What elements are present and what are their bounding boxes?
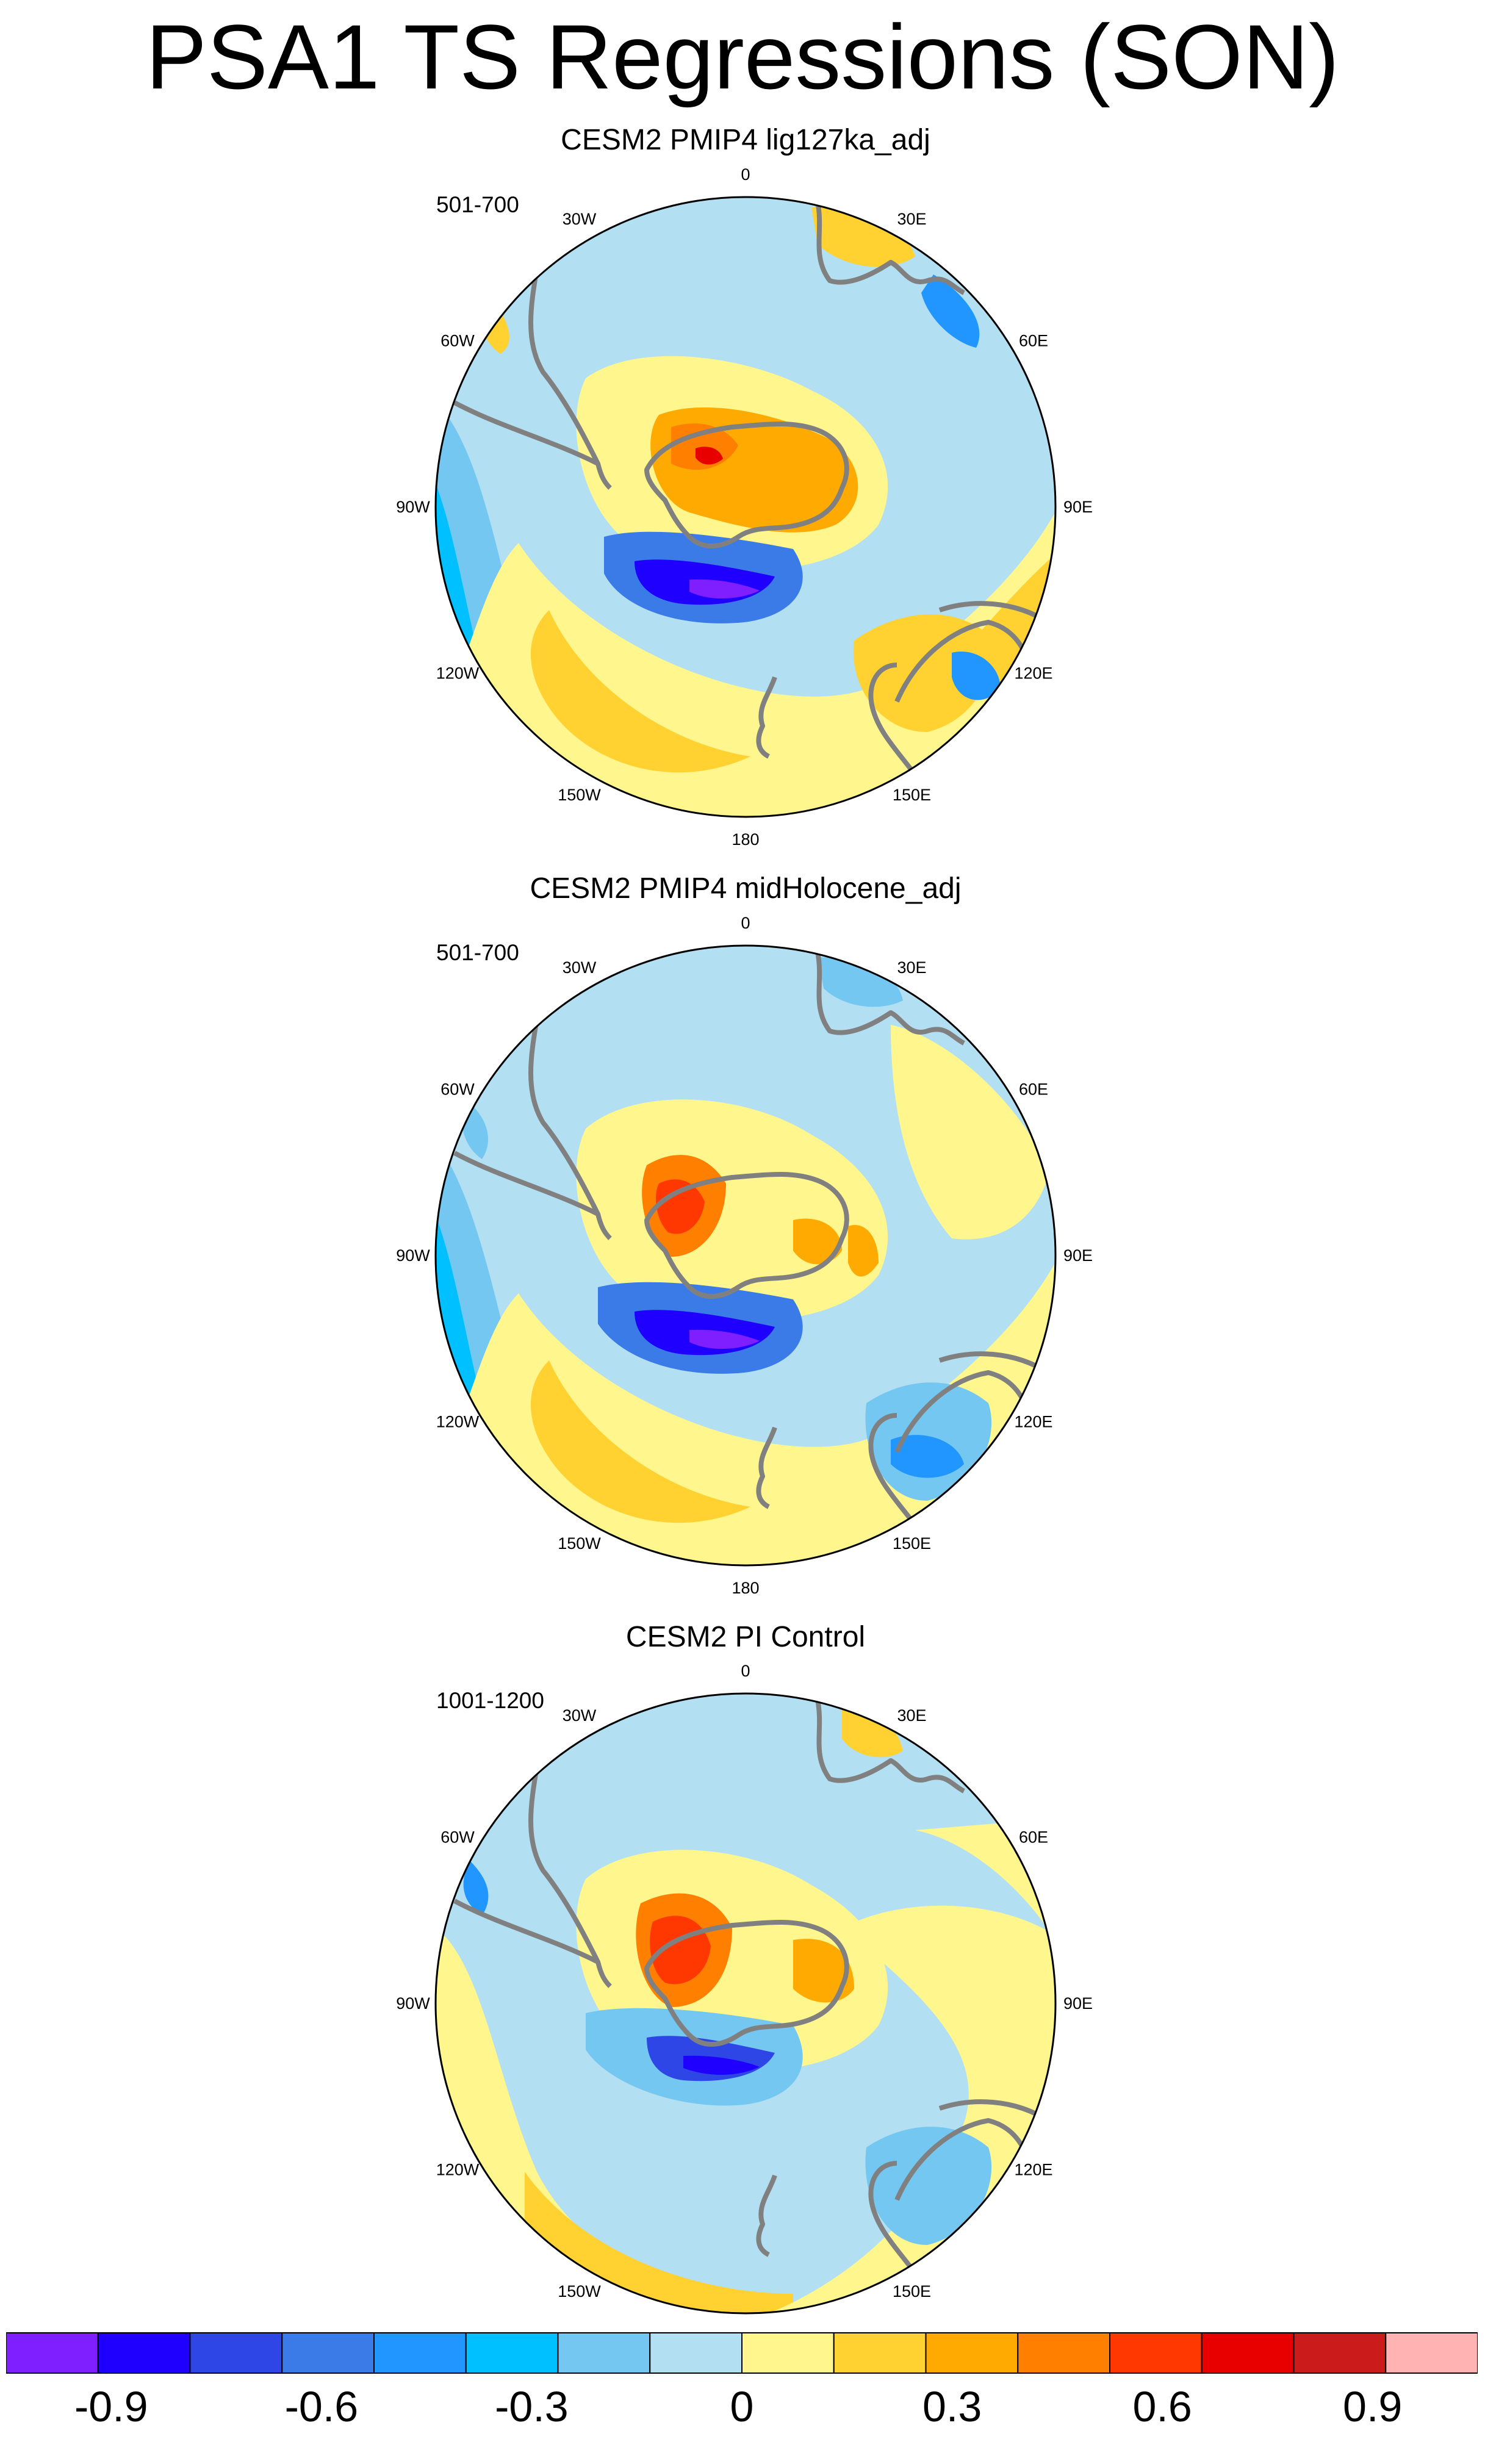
longitude-label: 30E	[897, 1706, 926, 1725]
panel-pi-control: CESM2 PI Control 1001-1200	[434, 1621, 1057, 2315]
coastlines	[453, 201, 1038, 791]
longitude-label: 120E	[1014, 1413, 1052, 1431]
colorbar-box	[97, 2332, 191, 2374]
longitude-label: 150W	[558, 2282, 601, 2301]
longitude-label: 60E	[1019, 1828, 1048, 1847]
colorbar-box	[465, 2332, 559, 2374]
panel-lig127ka: CESM2 PMIP4 lig127ka_adj 501-700	[434, 124, 1057, 818]
colorbar-box	[833, 2332, 927, 2374]
longitude-label: 30W	[563, 1706, 597, 1725]
longitude-label: 180	[732, 830, 759, 849]
colorbar-box	[373, 2332, 467, 2374]
colorbar-box	[1109, 2332, 1203, 2374]
longitude-label: 0	[741, 1662, 750, 1680]
colorbar-box	[6, 2332, 99, 2374]
longitude-label: 120W	[436, 664, 480, 683]
colorbar-tick-label: -0.9	[74, 2383, 148, 2430]
longitude-label: 90W	[396, 498, 430, 516]
longitude-label: 60W	[440, 1828, 475, 1847]
longitude-label: 90E	[1063, 498, 1093, 516]
map-panels: CESM2 PMIP4 lig127ka_adj 501-700	[396, 124, 1093, 2315]
longitude-label: 120E	[1014, 2161, 1052, 2179]
longitude-label: 120W	[436, 1413, 480, 1431]
colorbar-box	[741, 2332, 835, 2374]
longitude-label: 150E	[893, 1534, 931, 1553]
longitude-label: 30W	[563, 210, 597, 228]
longitude-label: 120W	[436, 2161, 480, 2179]
colorbar-tick-label: 0	[730, 2383, 754, 2430]
longitude-label: 150W	[558, 786, 601, 804]
colorbar-tick-label: -0.6	[284, 2383, 359, 2430]
longitude-label: 90E	[1063, 1994, 1093, 2013]
panel-years: 1001-1200	[436, 1688, 544, 1713]
panel-years: 501-700	[436, 940, 519, 965]
longitude-label: 120E	[1014, 664, 1052, 683]
longitude-label: 180	[732, 1579, 759, 1597]
colorbar-tick-label: 0.9	[1343, 2383, 1403, 2430]
panel-subtitle: CESM2 PMIP4 lig127ka_adj	[561, 124, 930, 156]
colorbar	[6, 2332, 1478, 2374]
longitude-label: 90W	[396, 1246, 430, 1265]
longitude-label: 90E	[1063, 1246, 1093, 1265]
longitude-label: 90W	[396, 1994, 430, 2013]
longitude-label: 150E	[893, 786, 931, 804]
colorbar-box	[925, 2332, 1019, 2374]
colorbar-box	[1293, 2332, 1387, 2374]
longitude-label: 60W	[440, 332, 475, 350]
colorbar-box	[281, 2332, 375, 2374]
colorbar-box	[1385, 2332, 1478, 2374]
longitude-labels: 0 0 0 30E 30E 30E 60E 60E 60E 90E 90E 90E 120E 120E 12…	[396, 165, 1093, 2301]
longitude-label: 60E	[1019, 332, 1048, 350]
longitude-label: 60W	[440, 1080, 475, 1099]
longitude-label: 60E	[1019, 1080, 1048, 1099]
longitude-label: 150W	[558, 1534, 601, 1553]
panel-years: 501-700	[436, 192, 519, 217]
regression-field	[436, 197, 1055, 817]
colorbar-tick-label: 0.6	[1132, 2383, 1192, 2430]
colorbar-box	[1017, 2332, 1110, 2374]
longitude-label: 30W	[563, 958, 597, 977]
colorbar-box	[1201, 2332, 1295, 2374]
panel-subtitle: CESM2 PI Control	[626, 1621, 865, 1653]
main-title: PSA1 TS Regressions (SON)	[145, 5, 1340, 108]
longitude-label: 30E	[897, 958, 926, 977]
colorbar-box	[649, 2332, 743, 2374]
regression-field	[436, 946, 1055, 1565]
colorbar-box	[189, 2332, 283, 2374]
colorbar-tick-label: -0.3	[495, 2383, 569, 2430]
longitude-label: 0	[741, 165, 750, 184]
colorbar-box	[557, 2332, 651, 2374]
longitude-label: 150E	[893, 2282, 931, 2301]
colorbar-tick-label: 0.3	[922, 2383, 982, 2430]
longitude-label: 0	[741, 914, 750, 932]
longitude-label: 30E	[897, 210, 926, 228]
panel-midholocene: CESM2 PMIP4 midHolocene_adj 501-700	[434, 872, 1057, 1567]
panel-subtitle: CESM2 PMIP4 midHolocene_adj	[530, 872, 962, 905]
regression-field	[436, 1694, 1055, 2313]
